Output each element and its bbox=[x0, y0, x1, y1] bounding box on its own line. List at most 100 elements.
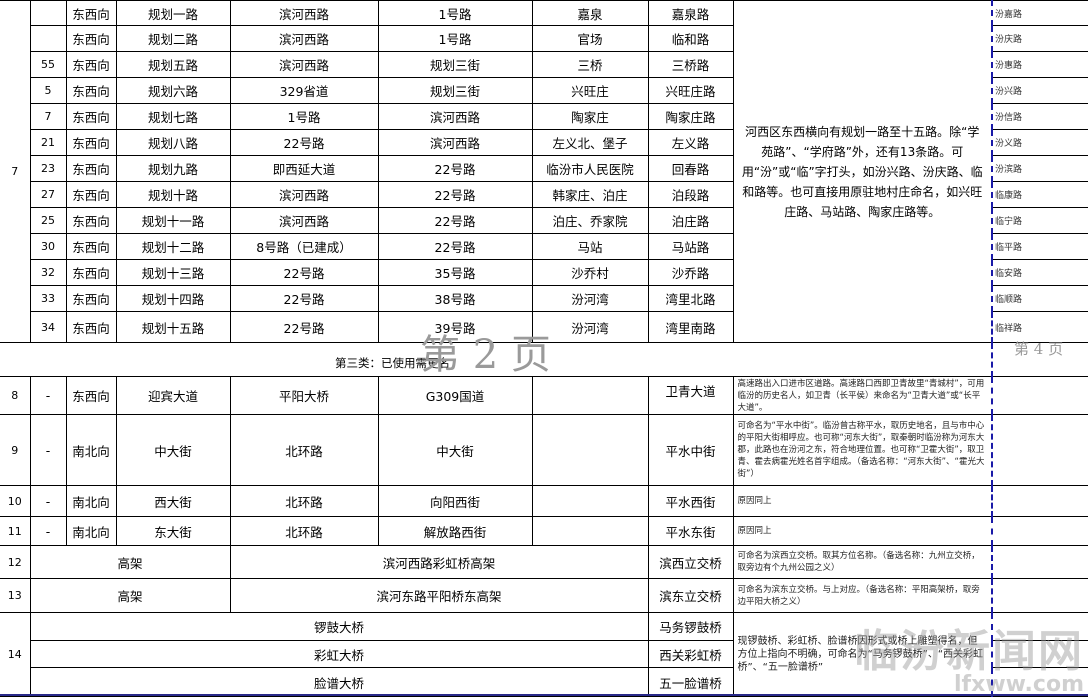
direction-cell[interactable]: 东西向 bbox=[65, 181, 117, 208]
new-name-cell[interactable]: 西关彩虹桥 bbox=[647, 640, 734, 668]
alt-name-cell[interactable]: 汾信路 bbox=[991, 103, 1088, 130]
end-cell[interactable]: 1号路 bbox=[377, 0, 533, 26]
road-name-cell[interactable]: 规划九路 bbox=[115, 155, 231, 182]
remark-cell[interactable]: 原因同上 bbox=[732, 485, 993, 517]
bridge-name-cell[interactable]: 锣鼓大桥 bbox=[29, 612, 649, 641]
number-cell[interactable]: 13 bbox=[0, 578, 31, 613]
new-name-cell[interactable]: 马站路 bbox=[647, 233, 734, 260]
start-cell[interactable]: 滨河西路 bbox=[229, 181, 379, 208]
origin-cell[interactable]: 沙乔村 bbox=[531, 259, 649, 286]
end-cell[interactable]: 35号路 bbox=[377, 259, 533, 286]
remark-cell[interactable]: 现锣鼓桥、彩虹桥、脸谱桥因形式或桥上雕塑得名，但方位上指向不明确，可命名为“马务… bbox=[732, 612, 993, 697]
seq-cell[interactable]: 23 bbox=[29, 155, 67, 182]
start-cell[interactable]: 1号路 bbox=[229, 103, 379, 130]
number-cell[interactable]: 8 bbox=[0, 376, 31, 415]
new-name-cell[interactable]: 陶家庄路 bbox=[647, 103, 734, 130]
end-cell[interactable]: 38号路 bbox=[377, 285, 533, 312]
new-name-cell[interactable]: 卫青大道 bbox=[647, 376, 734, 415]
start-cell[interactable]: 北环路 bbox=[229, 414, 379, 486]
remark-cell[interactable]: 可命名为“平水中街”。临汾曾古称平水，取历史地名，且与市中心的平阳大街相呼应。也… bbox=[732, 414, 993, 486]
number-cell[interactable]: 14 bbox=[0, 612, 31, 697]
number-cell[interactable]: 10 bbox=[0, 485, 31, 517]
new-name-cell[interactable]: 平水中街 bbox=[647, 414, 734, 486]
remark-cell[interactable]: 河西区东西横向有规划一路至十五路。除“学苑路”、“学府路”外，还有13条路。可用… bbox=[732, 0, 993, 343]
direction-cell[interactable]: 东西向 bbox=[65, 376, 117, 415]
road-name-cell[interactable]: 规划十四路 bbox=[115, 285, 231, 312]
road-name-cell[interactable]: 西大街 bbox=[115, 485, 231, 517]
end-cell[interactable]: 滨河西路 bbox=[377, 103, 533, 130]
start-cell[interactable]: 22号路 bbox=[229, 259, 379, 286]
remark-cell[interactable]: 原因同上 bbox=[732, 516, 993, 546]
start-cell[interactable]: 滨河西路 bbox=[229, 25, 379, 52]
alt-name-cell[interactable]: 汾惠路 bbox=[991, 51, 1088, 78]
direction-cell[interactable]: 东西向 bbox=[65, 207, 117, 234]
direction-cell[interactable]: 东西向 bbox=[65, 155, 117, 182]
start-cell[interactable]: 平阳大桥 bbox=[229, 376, 379, 415]
origin-cell[interactable]: 汾河湾 bbox=[531, 285, 649, 312]
end-cell[interactable]: 22号路 bbox=[377, 233, 533, 260]
next-page-cell[interactable] bbox=[991, 612, 1088, 641]
direction-cell[interactable]: 东西向 bbox=[65, 25, 117, 52]
seq-cell[interactable] bbox=[29, 0, 67, 26]
origin-cell[interactable]: 汾河湾 bbox=[531, 311, 649, 343]
bridge-name-cell[interactable]: 彩虹大桥 bbox=[29, 640, 649, 668]
start-cell[interactable]: 滨河西路 bbox=[229, 0, 379, 26]
alt-name-cell[interactable]: 汾义路 bbox=[991, 129, 1088, 156]
seq-cell[interactable]: - bbox=[29, 414, 67, 486]
group-number-cell[interactable]: 7 bbox=[0, 0, 31, 343]
next-page-cell[interactable] bbox=[991, 485, 1088, 517]
new-name-cell[interactable]: 滨西立交桥 bbox=[647, 545, 734, 579]
origin-cell[interactable]: 马站 bbox=[531, 233, 649, 260]
start-cell[interactable]: 滨河西路 bbox=[229, 207, 379, 234]
end-cell[interactable]: 22号路 bbox=[377, 155, 533, 182]
new-name-cell[interactable]: 湾里北路 bbox=[647, 285, 734, 312]
origin-cell[interactable]: 左义北、堡子 bbox=[531, 129, 649, 156]
alt-name-cell[interactable]: 汾庆路 bbox=[991, 25, 1088, 52]
alt-name-cell[interactable]: 临康路 bbox=[991, 181, 1088, 208]
road-name-cell[interactable]: 规划五路 bbox=[115, 51, 231, 78]
seq-cell[interactable]: 34 bbox=[29, 311, 67, 343]
remark-cell[interactable]: 可命名为滨东立交桥。与上对应。（备选名称：平阳高架桥，取旁边平阳大桥之义） bbox=[732, 578, 993, 613]
direction-cell[interactable]: 东西向 bbox=[65, 233, 117, 260]
seq-cell[interactable]: 27 bbox=[29, 181, 67, 208]
road-name-cell[interactable]: 规划十五路 bbox=[115, 311, 231, 343]
direction-cell[interactable]: 南北向 bbox=[65, 414, 117, 486]
new-name-cell[interactable]: 三桥路 bbox=[647, 51, 734, 78]
origin-cell[interactable]: 临汾市人民医院 bbox=[531, 155, 649, 182]
direction-cell[interactable]: 南北向 bbox=[65, 516, 117, 546]
road-name-cell[interactable]: 迎宾大道 bbox=[115, 376, 231, 415]
start-cell[interactable]: 滨河西路 bbox=[229, 51, 379, 78]
seq-cell[interactable]: 55 bbox=[29, 51, 67, 78]
road-name-cell[interactable]: 规划六路 bbox=[115, 77, 231, 104]
seq-cell[interactable]: 33 bbox=[29, 285, 67, 312]
seq-cell[interactable]: 7 bbox=[29, 103, 67, 130]
end-cell[interactable]: 1号路 bbox=[377, 25, 533, 52]
road-name-cell[interactable]: 滨河东路平阳桥东高架 bbox=[229, 578, 649, 613]
road-name-cell[interactable]: 规划十三路 bbox=[115, 259, 231, 286]
number-cell[interactable]: 12 bbox=[0, 545, 31, 579]
start-cell[interactable]: 8号路（已建成） bbox=[229, 233, 379, 260]
new-name-cell[interactable]: 兴旺庄路 bbox=[647, 77, 734, 104]
new-name-cell[interactable]: 泊庄路 bbox=[647, 207, 734, 234]
remark-cell[interactable]: 高速路出入口进市区道路。高速路口西即卫青故里“青城村”，可用临汾的历史名人，如卫… bbox=[732, 376, 993, 415]
origin-cell[interactable]: 三桥 bbox=[531, 51, 649, 78]
seq-cell[interactable]: 21 bbox=[29, 129, 67, 156]
new-name-cell[interactable]: 五一脸谱桥 bbox=[647, 667, 734, 697]
bridge-name-cell[interactable]: 脸谱大桥 bbox=[29, 667, 649, 697]
end-cell[interactable]: 39号路 bbox=[377, 311, 533, 343]
next-page-cell[interactable] bbox=[991, 342, 1088, 377]
next-page-cell[interactable] bbox=[991, 376, 1088, 415]
direction-cell[interactable]: 东西向 bbox=[65, 103, 117, 130]
start-cell[interactable]: 22号路 bbox=[229, 129, 379, 156]
origin-cell[interactable] bbox=[531, 414, 649, 486]
road-name-cell[interactable]: 规划七路 bbox=[115, 103, 231, 130]
road-name-cell[interactable]: 规划十一路 bbox=[115, 207, 231, 234]
alt-name-cell[interactable]: 临宁路 bbox=[991, 207, 1088, 234]
direction-cell[interactable]: 东西向 bbox=[65, 259, 117, 286]
section-header[interactable]: 第三类：已使用需更名 bbox=[0, 342, 992, 377]
start-cell[interactable]: 北环路 bbox=[229, 516, 379, 546]
origin-cell[interactable] bbox=[531, 485, 649, 517]
alt-name-cell[interactable]: 临安路 bbox=[991, 259, 1088, 286]
next-page-cell[interactable] bbox=[991, 640, 1088, 668]
start-cell[interactable]: 22号路 bbox=[229, 285, 379, 312]
